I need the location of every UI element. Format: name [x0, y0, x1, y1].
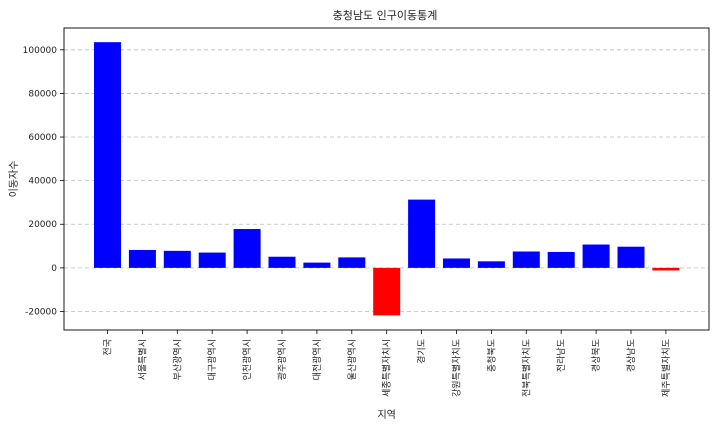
- x-tick-label: 전국: [103, 339, 114, 356]
- bar: [303, 262, 331, 268]
- bar: [268, 256, 296, 268]
- y-tick-label: 60000: [28, 133, 57, 143]
- x-tick-label: 광주광역시: [276, 339, 288, 380]
- y-tick-label: 0: [51, 264, 57, 274]
- x-tick-label: 인천광역시: [241, 339, 253, 380]
- bar: [652, 267, 680, 271]
- bar: [128, 249, 156, 268]
- x-tick-label: 전북특별자치도: [520, 339, 532, 397]
- y-axis: -20000 0 20000 40000 60000 80000 100000: [23, 46, 64, 317]
- x-tick-label: 제주특별자치도: [660, 339, 672, 397]
- y-tick-label: 80000: [28, 89, 57, 99]
- chart-title: 충청남도 인구이동통계: [333, 9, 438, 22]
- x-axis: 전국 서울특별시 부산광역시 대구광역시 인천광역시 광주광역시 대전광역시 울산광역시 세종특…: [103, 330, 672, 397]
- y-tick-label: 100000: [23, 46, 58, 56]
- x-axis-label: 지역: [377, 409, 395, 421]
- y-axis-label: 이동자수: [8, 161, 20, 198]
- bar: [198, 252, 226, 268]
- x-tick-label: 대구광역시: [206, 339, 218, 380]
- y-tick-label: -20000: [25, 307, 57, 317]
- bar: [582, 244, 610, 268]
- bar: [94, 42, 121, 268]
- x-tick-label: 충청북도: [486, 339, 497, 372]
- x-tick-label: 대전광역시: [311, 339, 323, 380]
- x-tick-label: 경기도: [416, 339, 428, 364]
- y-tick-label: 20000: [28, 220, 57, 230]
- bar: [408, 199, 436, 268]
- bar: [443, 258, 470, 268]
- bars: [94, 42, 680, 316]
- bar: [338, 257, 366, 268]
- bar: [233, 229, 261, 268]
- x-tick-label: 서울특별시: [137, 339, 148, 380]
- bar: [373, 267, 401, 316]
- bar: [547, 251, 575, 268]
- x-tick-label: 경상남도: [625, 339, 637, 372]
- x-tick-label: 강원특별자치도: [451, 339, 463, 397]
- plot-frame: [63, 27, 710, 331]
- x-tick-label: 세종특별자치시: [381, 339, 393, 397]
- bar: [617, 246, 645, 268]
- bar: [163, 250, 191, 268]
- x-tick-label: 울산광역시: [346, 339, 358, 380]
- x-tick-label: 경상북도: [590, 339, 602, 372]
- bar: [477, 261, 505, 268]
- bar: [512, 251, 540, 268]
- y-tick-label: 40000: [28, 177, 57, 187]
- x-tick-label: 전라남도: [556, 339, 567, 372]
- x-tick-label: 부산광역시: [171, 339, 183, 380]
